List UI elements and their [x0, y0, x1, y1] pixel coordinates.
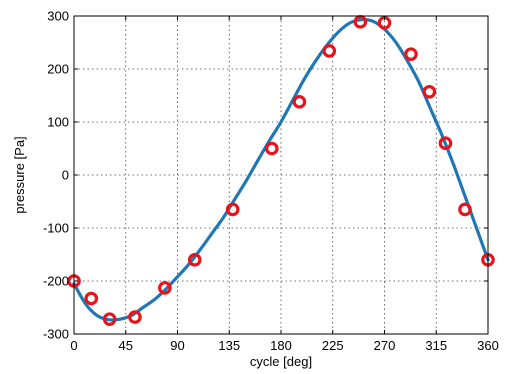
y-tick-label: -100	[43, 221, 69, 236]
x-axis-label: cycle [deg]	[250, 354, 312, 369]
y-tick-label: 200	[47, 62, 69, 77]
data-point-marker	[404, 47, 418, 61]
y-tick-label: 100	[47, 115, 69, 130]
x-tick-label: 225	[322, 338, 344, 353]
x-tick-label: 135	[218, 338, 240, 353]
data-point-marker	[102, 312, 117, 326]
data-point-marker	[292, 95, 307, 109]
x-tick-label: 45	[119, 338, 133, 353]
data-point-marker	[84, 291, 99, 306]
x-tick-label: 315	[425, 338, 447, 353]
data-point-marker	[187, 252, 202, 267]
grid	[74, 16, 488, 334]
x-tick-label: 90	[170, 338, 184, 353]
data-point-marker	[128, 310, 142, 324]
data-point-marker	[458, 202, 472, 217]
y-tick-label: -300	[43, 327, 69, 342]
data-point-marker	[438, 136, 453, 150]
data-point-marker	[353, 15, 368, 29]
data-point-marker	[158, 281, 172, 295]
pressure-curve	[72, 18, 490, 322]
data-point-marker	[264, 141, 279, 156]
x-tick-label: 0	[70, 338, 77, 353]
y-axis-label: pressure [Pa]	[12, 136, 27, 213]
x-tick-label: 180	[270, 338, 292, 353]
data-point-marker	[422, 84, 437, 99]
y-tick-label: 300	[47, 9, 69, 24]
ticks: 0 45 90 135 180 225 270 315 360 -300 -200 -100 0 100 2…	[43, 9, 499, 354]
data-point-marker	[322, 44, 337, 58]
data-point-marker	[225, 202, 240, 217]
x-tick-label: 360	[477, 338, 499, 353]
y-tick-label: -200	[43, 274, 69, 289]
x-tick-label: 270	[374, 338, 396, 353]
y-tick-label: 0	[62, 168, 69, 183]
